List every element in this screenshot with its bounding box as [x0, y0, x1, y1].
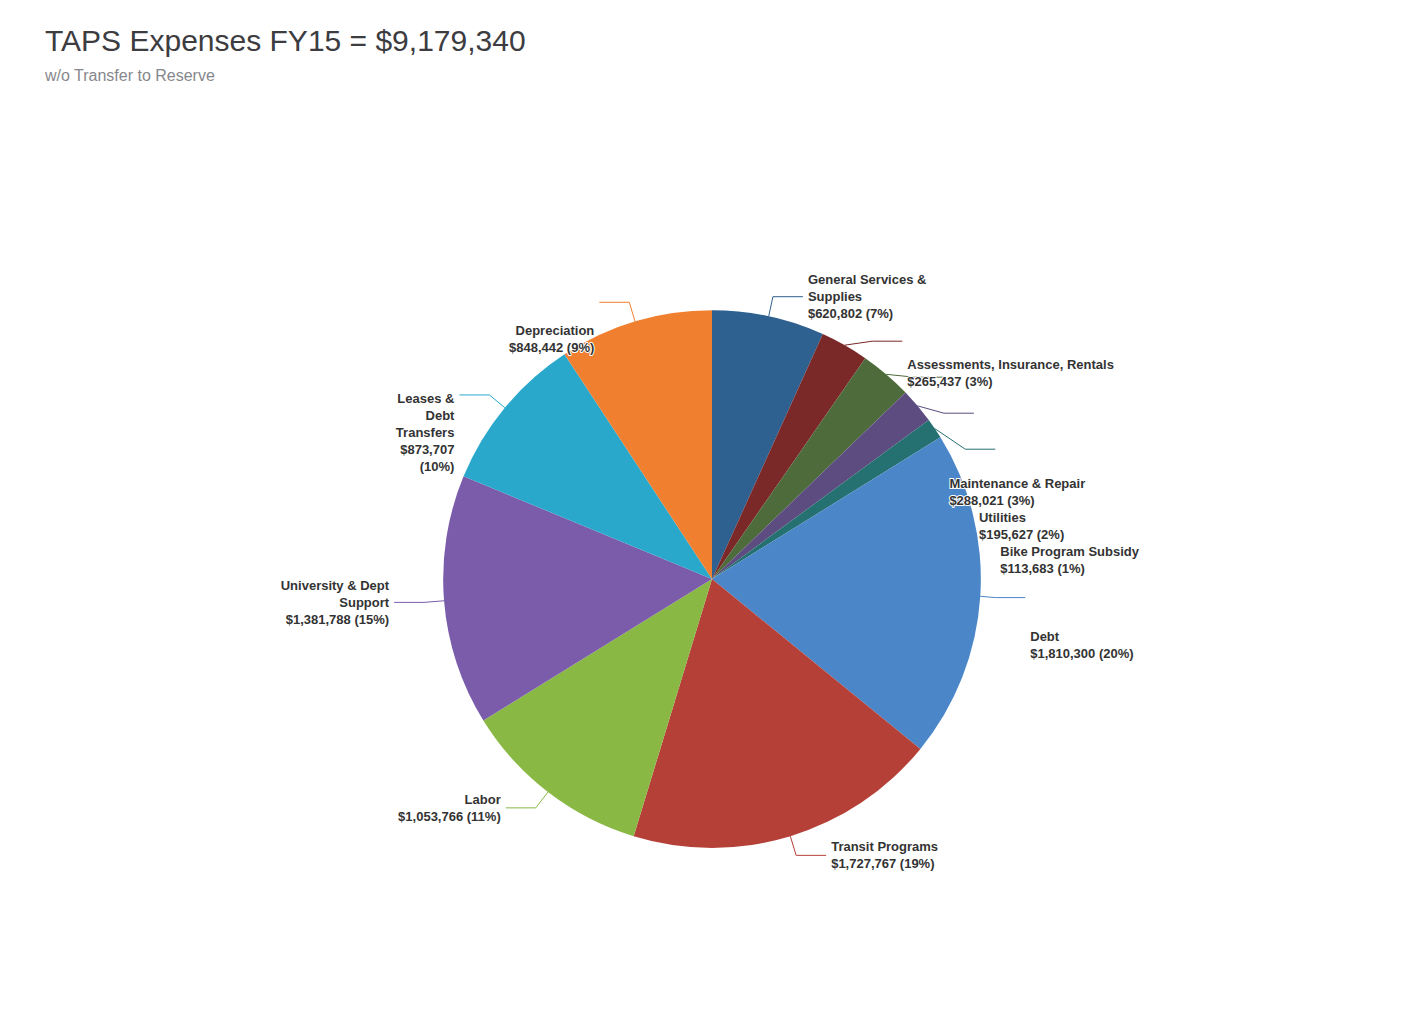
svg-text:Depreciation: Depreciation	[516, 323, 595, 338]
svg-text:Maintenance & Repair: Maintenance & Repair	[949, 476, 1085, 491]
svg-text:Leases &: Leases &	[397, 391, 454, 406]
svg-text:$873,707: $873,707	[400, 442, 454, 457]
svg-text:$848,442 (9%): $848,442 (9%)	[509, 340, 594, 355]
svg-text:$1,810,300 (20%): $1,810,300 (20%)	[1030, 646, 1133, 661]
svg-text:$265,437 (3%): $265,437 (3%)	[907, 374, 992, 389]
svg-text:w/o Transfer to Reserve: w/o Transfer to Reserve	[44, 67, 215, 84]
svg-text:$620,802 (7%): $620,802 (7%)	[808, 306, 893, 321]
svg-text:Supplies: Supplies	[808, 289, 862, 304]
svg-text:$1,381,788 (15%): $1,381,788 (15%)	[286, 612, 389, 627]
svg-text:Bike Program Subsidy: Bike Program Subsidy	[1000, 544, 1139, 559]
svg-text:Transit Programs: Transit Programs	[831, 839, 938, 854]
svg-text:TAPS Expenses FY15 = $9,179,34: TAPS Expenses FY15 = $9,179,340	[45, 24, 526, 57]
svg-text:Assessments, Insurance, Rental: Assessments, Insurance, Rentals	[907, 357, 1114, 372]
svg-text:Debt: Debt	[1030, 629, 1060, 644]
svg-text:$113,683 (1%): $113,683 (1%)	[1000, 561, 1085, 576]
svg-text:$195,627 (2%): $195,627 (2%)	[979, 527, 1064, 542]
svg-text:General Services &: General Services &	[808, 272, 927, 287]
svg-text:University & Dept: University & Dept	[281, 578, 390, 593]
svg-text:(10%): (10%)	[420, 459, 455, 474]
svg-text:Transfers: Transfers	[396, 425, 455, 440]
svg-text:Support: Support	[339, 595, 389, 610]
svg-text:Utilities: Utilities	[979, 510, 1026, 525]
svg-text:Debt: Debt	[426, 408, 456, 423]
svg-text:$1,053,766 (11%): $1,053,766 (11%)	[398, 809, 501, 824]
svg-text:Labor: Labor	[465, 792, 501, 807]
svg-text:$1,727,767 (19%): $1,727,767 (19%)	[831, 856, 934, 871]
svg-text:$288,021 (3%): $288,021 (3%)	[949, 493, 1034, 508]
